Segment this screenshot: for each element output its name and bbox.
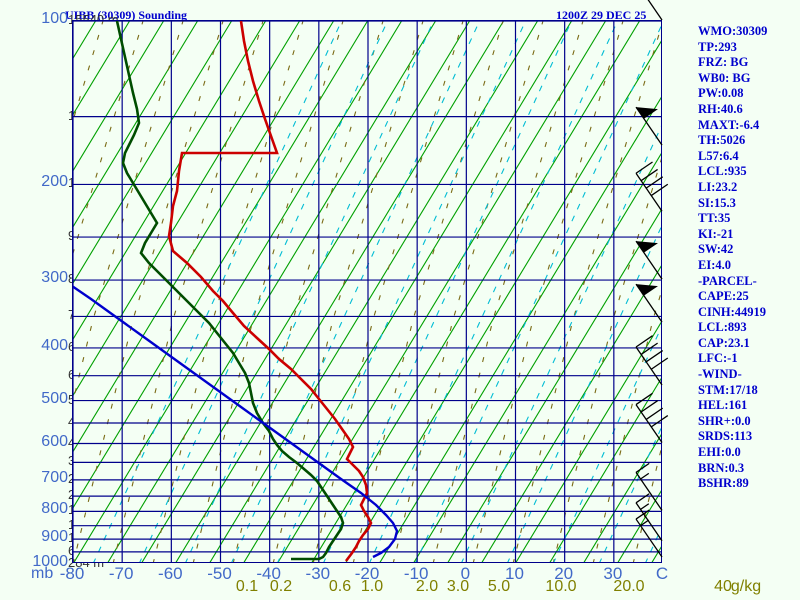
temp-tick-0: 0 (460, 564, 471, 583)
sounding-indices-panel: WMO:30309 TP:293 FRZ: BG WB0: BG PW:0.08 RH:4… (698, 24, 798, 492)
index-section-header: -PARCEL- (698, 273, 757, 288)
wind-barb (635, 161, 669, 212)
temp-tick--70: -70 (108, 564, 134, 583)
mixing-ratio-tick-40: 40 (714, 578, 732, 595)
index-tt: TT:35 (698, 211, 731, 226)
sounding-curves (73, 21, 399, 562)
temp-tick--20: -20 (354, 564, 380, 583)
index-section-header: -WIND- (698, 367, 742, 382)
index-frz: FRZ: BG (698, 55, 749, 70)
temp-tick--80: -80 (59, 564, 85, 583)
wind-barb (635, 240, 663, 280)
mixing-ratio-tick-20.0: 20.0 (613, 578, 645, 595)
mixing-ratio-tick-10.0: 10.0 (545, 578, 577, 595)
wind-barb (635, 335, 669, 386)
pressure-tick-800: 800 (41, 500, 68, 518)
index-hel: HEL:161 (698, 398, 748, 413)
mixing-ratio-lines (93, 21, 661, 562)
pressure-unit-label: mb (31, 565, 54, 582)
wind-barb (635, 392, 669, 443)
index-shr-: SHR+:0.0 (698, 413, 751, 428)
temp-tick--30: -30 (305, 564, 331, 583)
wind-barb (635, 493, 663, 542)
pressure-tick-500: 500 (41, 389, 68, 407)
skewt-plot-area[interactable] (72, 20, 662, 563)
temp-tick-20: 20 (554, 564, 574, 583)
temp-tick--10: -10 (403, 564, 429, 583)
temp-tick--60: -60 (158, 564, 183, 583)
mixing-ratio-tick-1.0: 1.0 (360, 578, 384, 595)
index-lfc: LFC:-1 (698, 351, 738, 366)
pressure-tick-700: 700 (41, 468, 68, 486)
index-wmo: WMO:30309 (698, 24, 768, 38)
index-ki: KI:-21 (698, 226, 734, 241)
pressure-tick-200: 200 (41, 173, 68, 191)
index-cinh: CINH:44919 (698, 304, 767, 319)
index-brn: BRN:0.3 (698, 460, 745, 475)
mixing-ratio-tick-0.1: 0.1 (235, 578, 259, 595)
sounding-title: UIBB (30309) Sounding (65, 8, 188, 22)
wind-barb-column (635, 0, 669, 558)
wind-barb (635, 106, 663, 146)
temp-tick--50: -50 (207, 564, 232, 583)
index-pw: PW:0.08 (698, 86, 744, 101)
pressure-tick-300: 300 (41, 269, 68, 287)
index-l57: L57:6.4 (698, 148, 739, 163)
index-wb0: WB0: BG (698, 70, 751, 85)
mixing-ratio-tick-5.0: 5.0 (487, 578, 511, 595)
index-stm: STM:17/18 (698, 382, 758, 397)
index-lcl: LCL:893 (698, 320, 747, 335)
wind-barb (635, 283, 663, 323)
pressure-tick-400: 400 (41, 336, 68, 354)
wind-barb (635, 462, 663, 511)
index-ehi: EHI:0.0 (698, 445, 741, 460)
pressure-tick-1000: 1000 (32, 553, 68, 570)
mixing-ratio-tick-0.2: 0.2 (269, 578, 293, 595)
temperature-grid-lines (73, 21, 615, 562)
pressure-tick-900: 900 (41, 528, 68, 546)
mixing-ratio-tick-2.0: 2.0 (415, 578, 439, 595)
index-cape: CAPE:25 (698, 289, 749, 304)
index-sw: SW:42 (698, 242, 734, 257)
mixing-ratio-tick-0.6: 0.6 (328, 578, 352, 595)
index-rh: RH:40.6 (698, 101, 743, 116)
mixing-ratio-unit-label: g/kg (730, 578, 762, 595)
skewt-canvas (73, 21, 661, 562)
index-cap: CAP:23.1 (698, 335, 750, 350)
temp-tick-C: C (655, 564, 669, 583)
index-li: LI:23.2 (698, 179, 738, 194)
temp-tick--40: -40 (256, 564, 281, 583)
moist-adiabat-lines (73, 21, 661, 562)
wind-barb (635, 509, 663, 558)
temp-tick-10: 10 (505, 564, 524, 583)
index-lcl: LCL:935 (698, 164, 747, 179)
sounding-datetime: 1200Z 29 DEC 25 (556, 8, 647, 22)
index-th: TH:5026 (698, 133, 746, 148)
wind-barb (647, 0, 663, 21)
index-bshr: BSHR:89 (698, 476, 749, 491)
index-ei: EI:4.0 (698, 257, 731, 272)
index-maxt: MAXT:-6.4 (698, 117, 760, 132)
index-si: SI:15.3 (698, 195, 736, 210)
index-tp: TP:293 (698, 39, 737, 54)
pressure-tick-600: 600 (41, 432, 68, 450)
dry-adiabat-lines (73, 21, 661, 562)
index-srds: SRDS:113 (698, 429, 753, 444)
pressure-tick-100: 100 (41, 10, 68, 27)
mixing-ratio-tick-3.0: 3.0 (446, 578, 470, 595)
temp-tick-30: 30 (603, 564, 623, 583)
